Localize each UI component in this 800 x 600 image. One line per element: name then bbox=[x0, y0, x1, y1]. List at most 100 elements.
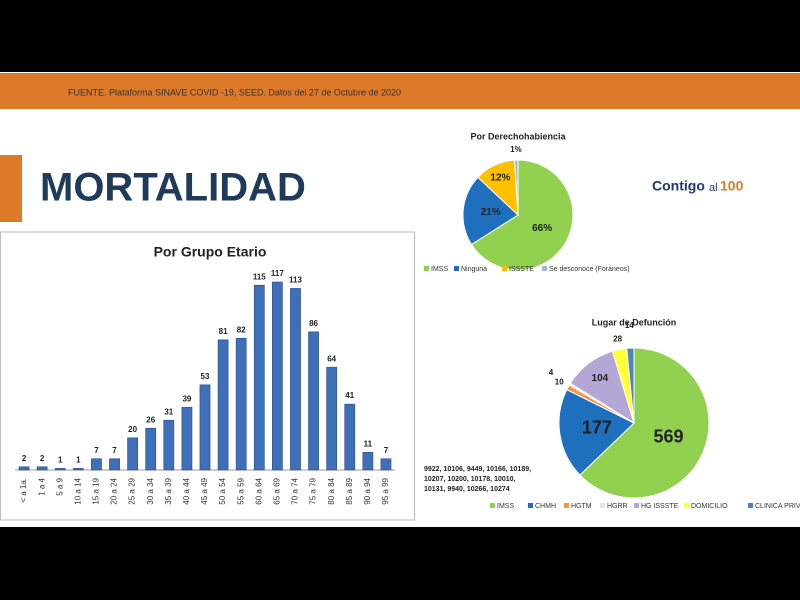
pie-slice bbox=[579, 347, 710, 499]
x-tick-label: 95 a 99 bbox=[381, 477, 390, 504]
bar-chart-frame bbox=[0, 231, 415, 521]
data-label: 14 bbox=[625, 321, 634, 330]
x-tick-label: 10 a 14 bbox=[73, 477, 82, 504]
legend-label: HGRR bbox=[607, 503, 628, 510]
logo-small: al bbox=[709, 182, 718, 194]
data-label: 31 bbox=[164, 407, 173, 416]
data-label: 4 bbox=[549, 368, 554, 377]
pie-slice bbox=[514, 159, 519, 216]
legend-label: CHMH bbox=[535, 503, 556, 510]
bar bbox=[235, 337, 247, 471]
data-label: 569 bbox=[653, 426, 683, 446]
data-label: 12% bbox=[490, 172, 510, 183]
side-tab bbox=[0, 155, 22, 222]
data-label: 10 bbox=[555, 378, 564, 387]
data-label: 1 bbox=[76, 456, 81, 465]
data-label: 11 bbox=[364, 439, 373, 448]
chart-title: Lugar de Defunción bbox=[592, 317, 677, 327]
x-tick-label: 75 a 79 bbox=[309, 477, 318, 504]
data-label: 64 bbox=[327, 354, 336, 363]
data-label: 177 bbox=[582, 417, 612, 437]
bar bbox=[344, 403, 356, 471]
legend-swatch bbox=[634, 503, 639, 508]
bar bbox=[54, 468, 66, 471]
bar bbox=[380, 458, 392, 471]
data-label: 117 bbox=[271, 269, 284, 278]
legend-swatch bbox=[528, 503, 533, 508]
data-label: 115 bbox=[253, 272, 266, 281]
data-label: 26 bbox=[146, 415, 155, 424]
x-tick-label: 15 a 19 bbox=[92, 477, 101, 504]
chart-title: Por Derechohabiencia bbox=[470, 131, 566, 141]
data-label: 81 bbox=[219, 327, 228, 336]
legend-swatch bbox=[454, 266, 459, 271]
x-tick-label: 85 a 89 bbox=[345, 477, 354, 504]
annotation: 10131, 9940, 10266, 10274 bbox=[424, 486, 510, 493]
data-label: 2 bbox=[40, 454, 45, 463]
bar bbox=[145, 427, 157, 471]
logo-box bbox=[650, 175, 750, 197]
bar bbox=[36, 466, 48, 471]
pie-slice bbox=[462, 176, 519, 246]
data-label: 53 bbox=[201, 372, 210, 381]
legend-swatch bbox=[600, 503, 605, 508]
x-tick-label: 70 a 74 bbox=[291, 477, 300, 504]
data-label: 7 bbox=[94, 446, 99, 455]
annotation: 10207, 10200, 10178, 10010, bbox=[424, 476, 516, 483]
pie-slice bbox=[470, 159, 574, 271]
data-label: 2 bbox=[22, 454, 27, 463]
legend-swatch bbox=[424, 266, 429, 271]
bar bbox=[272, 281, 283, 471]
data-label: 7 bbox=[112, 446, 117, 455]
legend-swatch bbox=[490, 503, 495, 508]
x-tick-label: < a 1a. bbox=[19, 478, 28, 503]
bar bbox=[308, 331, 319, 471]
legend-label: DOMICILIO bbox=[691, 503, 728, 510]
data-label: 28 bbox=[613, 335, 622, 344]
header-bar bbox=[0, 73, 800, 109]
legend-label: HGTM bbox=[571, 503, 592, 510]
data-label: 1 bbox=[58, 456, 63, 465]
legend-swatch bbox=[542, 266, 547, 271]
data-label: 7 bbox=[384, 446, 389, 455]
data-label: 86 bbox=[309, 319, 318, 328]
legend-label: Ninguna bbox=[461, 266, 487, 273]
bar bbox=[127, 437, 138, 471]
legend-label: Se desconoce (Foráneos) bbox=[549, 266, 630, 273]
page-title: MORTALIDAD bbox=[40, 166, 306, 210]
annotation: 9922, 10106, 9449, 10166, 10189, bbox=[424, 466, 531, 473]
bar bbox=[253, 284, 265, 471]
x-tick-label: 80 a 84 bbox=[327, 477, 336, 504]
bar bbox=[199, 384, 211, 471]
bar bbox=[181, 407, 193, 471]
pie-slice bbox=[626, 347, 635, 424]
data-label: 66% bbox=[532, 223, 552, 234]
x-tick-label: 60 a 64 bbox=[254, 477, 263, 504]
x-tick-label: 90 a 94 bbox=[363, 477, 372, 504]
bar bbox=[326, 366, 338, 471]
x-tick-label: 50 a 54 bbox=[218, 477, 227, 504]
x-tick-label: 1 a 4 bbox=[37, 477, 46, 495]
bar bbox=[72, 468, 84, 471]
legend-swatch bbox=[564, 503, 569, 508]
x-tick-label: 40 a 44 bbox=[182, 477, 191, 504]
data-label: 20 bbox=[128, 425, 137, 434]
x-tick-label: 20 a 24 bbox=[110, 477, 119, 504]
data-label: 21% bbox=[481, 207, 501, 218]
legend-label: IMSS bbox=[497, 503, 514, 510]
legend-swatch bbox=[684, 503, 689, 508]
bar bbox=[362, 452, 374, 471]
data-label: 41 bbox=[345, 391, 354, 400]
x-tick-label: 45 a 49 bbox=[200, 477, 209, 504]
x-tick-label: 55 a 59 bbox=[236, 477, 245, 504]
legend-swatch bbox=[502, 266, 507, 271]
data-label: 1% bbox=[510, 145, 522, 154]
x-tick-label: 30 a 34 bbox=[146, 477, 155, 504]
x-tick-label: 25 a 29 bbox=[128, 477, 137, 504]
chart-title: Por Grupo Etario bbox=[154, 244, 267, 260]
logo-word: Contigo bbox=[652, 178, 705, 194]
data-label: 113 bbox=[289, 276, 302, 285]
pie-slice bbox=[558, 388, 635, 476]
x-tick-label: 35 a 39 bbox=[164, 477, 173, 504]
x-tick-label: 65 a 69 bbox=[272, 477, 281, 504]
